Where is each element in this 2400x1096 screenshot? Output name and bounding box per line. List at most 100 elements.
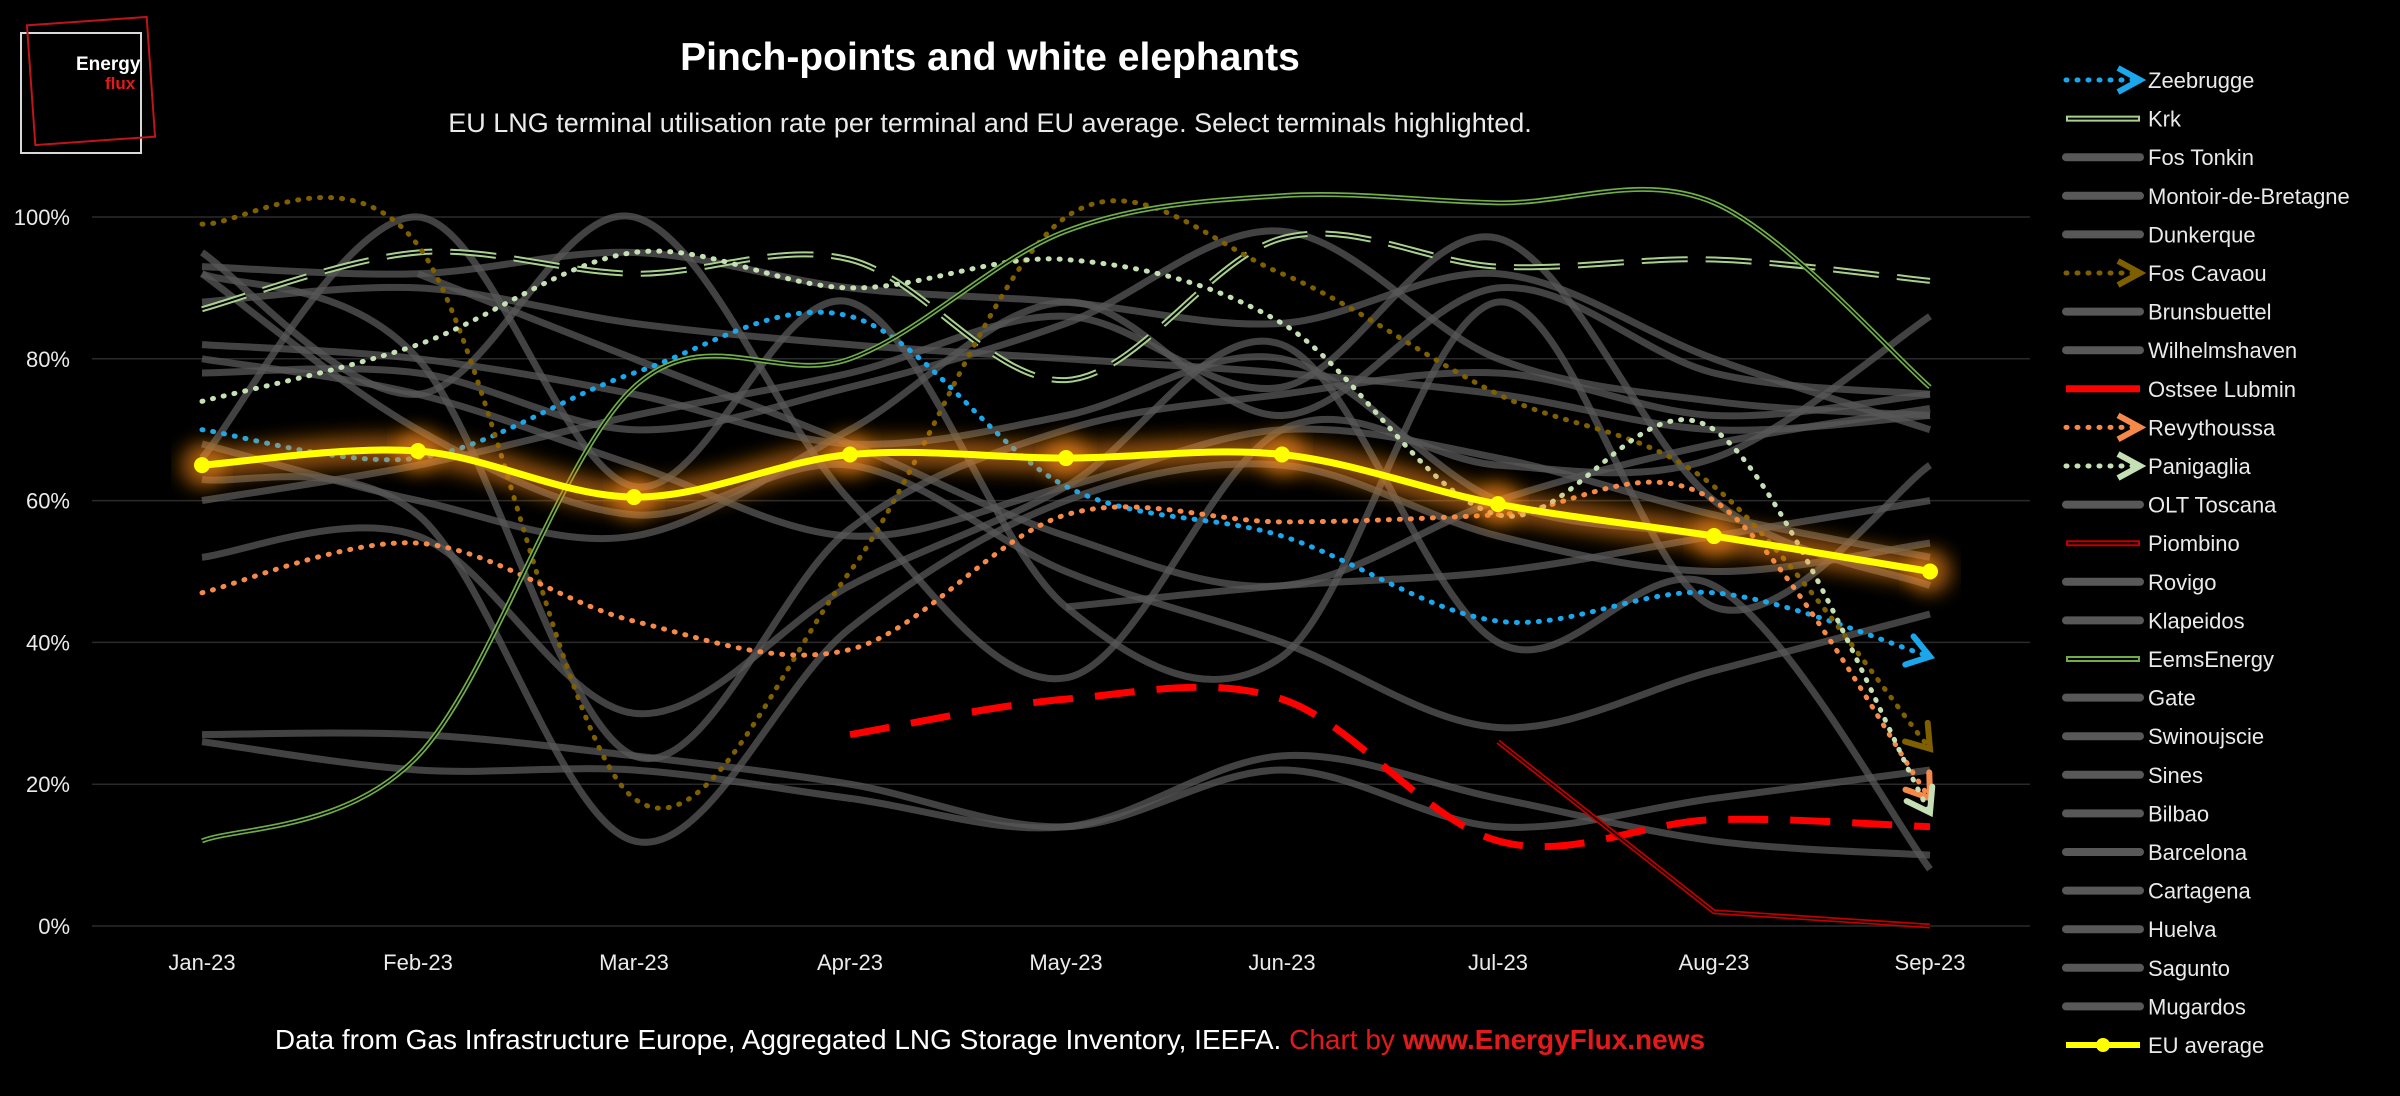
series-eu-average-point xyxy=(410,442,426,459)
y-tick-label: 100% xyxy=(14,205,70,230)
legend-rovigo-label: Rovigo xyxy=(2148,570,2216,595)
series-wilhelmshaven-line xyxy=(416,270,1931,590)
legend-fos-cavaou-label: Fos Cavaou xyxy=(2148,261,2267,286)
legend-barcelona: Barcelona xyxy=(2062,840,2248,865)
footer-source: Data from Gas Infrastructure Europe, Agg… xyxy=(274,1024,1282,1055)
legend-brunsbuettel-label: Brunsbuettel xyxy=(2148,300,2272,325)
legend-panigaglia-arrow-icon xyxy=(2116,451,2147,481)
legend-swinoujscie-label: Swinoujscie xyxy=(2148,724,2264,749)
legend-zeebrugge: Zeebrugge xyxy=(2063,65,2254,95)
series-eu-average-point xyxy=(842,446,858,463)
series-eu-average-point xyxy=(626,489,642,506)
legend-sines-label: Sines xyxy=(2148,763,2203,788)
x-tick-label: Jan-23 xyxy=(168,950,235,975)
legend-revythoussa-arrow-icon xyxy=(2116,412,2147,443)
series-klapeidos-line xyxy=(201,729,1931,831)
legend-huelva-label: Huelva xyxy=(2148,917,2217,942)
legend-barcelona-label: Barcelona xyxy=(2148,840,2248,865)
legend-bilbao: Bilbao xyxy=(2062,801,2209,826)
legend-zeebrugge-label: Zeebrugge xyxy=(2148,68,2254,93)
legend-revythoussa: Revythoussa xyxy=(2063,412,2276,443)
x-tick-label: Sep-23 xyxy=(1895,950,1966,975)
legend-wilhelmshaven-label: Wilhelmshaven xyxy=(2148,338,2297,363)
legend-piombino: Piombino xyxy=(2066,531,2240,556)
legend-wilhelmshaven: Wilhelmshaven xyxy=(2062,338,2297,363)
legend-montoir-de-bretagne: Montoir-de-Bretagne xyxy=(2062,184,2350,209)
series-krk-line-inner xyxy=(201,232,1931,382)
legend-fos-tonkin: Fos Tonkin xyxy=(2062,145,2254,170)
series-cartagena-line xyxy=(201,738,1931,859)
x-axis-ticks: Jan-23 Feb-23 Mar-23 Apr-23 May-23 Jun-23 Jul-… xyxy=(168,950,1965,975)
legend-panigaglia-label: Panigaglia xyxy=(2148,454,2252,479)
eu-average-group xyxy=(180,428,1952,594)
series-mugardos-line xyxy=(201,233,1932,589)
series-zeebrugge-line xyxy=(199,309,1933,660)
footer-credit-url: www.EnergyFlux.news xyxy=(1402,1024,1706,1055)
x-tick-label: Aug-23 xyxy=(1679,950,1750,975)
legend-piombino-label: Piombino xyxy=(2148,531,2240,556)
legend-eu-average-label: EU average xyxy=(2148,1033,2264,1058)
legend-eu-average: EU average xyxy=(2066,1033,2264,1058)
series-eu-average-point xyxy=(1490,496,1506,513)
legend-krk-label: Krk xyxy=(2148,107,2182,132)
legend-sagunto: Sagunto xyxy=(2062,956,2230,981)
legend-gate-label: Gate xyxy=(2148,686,2196,711)
series-panigaglia-arrow-head xyxy=(1903,783,1936,818)
chart-subtitle: EU LNG terminal utilisation rate per ter… xyxy=(448,108,1532,138)
legend-sagunto-label: Sagunto xyxy=(2148,956,2230,981)
series-ostsee-lubmin-line xyxy=(849,683,1931,851)
legend-revythoussa-label: Revythoussa xyxy=(2148,415,2276,440)
energyflux-logo: Energy flux xyxy=(16,15,157,154)
series-eu-average-point xyxy=(194,457,210,474)
series-eu-average-point xyxy=(1058,450,1074,467)
series-dunkerque-line xyxy=(201,227,1931,434)
series-eu-average-point xyxy=(1274,446,1290,463)
x-tick-label: Jul-23 xyxy=(1468,950,1528,975)
legend-krk: Krk xyxy=(2066,107,2182,132)
y-tick-label: 60% xyxy=(26,489,70,514)
legend-swinoujscie: Swinoujscie xyxy=(2062,724,2264,749)
legend-montoir-de-bretagne-label: Montoir-de-Bretagne xyxy=(2148,184,2350,209)
legend-cartagena: Cartagena xyxy=(2062,879,2252,904)
y-tick-label: 0% xyxy=(38,914,70,939)
highlighted-series-group xyxy=(199,186,1936,929)
series-revythoussa-line xyxy=(199,479,1933,801)
legend-cartagena-label: Cartagena xyxy=(2148,879,2252,904)
legend-mugardos-label: Mugardos xyxy=(2148,994,2246,1019)
series-piombino-line-inner xyxy=(1497,741,1931,927)
legend-zeebrugge-arrow-icon xyxy=(2116,65,2147,95)
series-eu-average-point xyxy=(1922,563,1938,580)
logo-frame-white xyxy=(20,32,142,154)
legend-olt-toscana: OLT Toscana xyxy=(2062,493,2277,518)
legend-rovigo: Rovigo xyxy=(2062,570,2216,595)
legend-huelva: Huelva xyxy=(2062,917,2217,942)
x-tick-label: May-23 xyxy=(1029,950,1102,975)
legend-ostsee-lubmin: Ostsee Lubmin xyxy=(2066,377,2296,402)
legend-eu-average-marker xyxy=(2096,1038,2110,1052)
legend-fos-cavaou-arrow-icon xyxy=(2116,258,2147,288)
legend-bilbao-label: Bilbao xyxy=(2148,801,2209,826)
x-tick-label: Feb-23 xyxy=(383,950,453,975)
y-tick-label: 20% xyxy=(26,772,70,797)
chart-footer: Data from Gas Infrastructure Europe, Agg… xyxy=(0,1024,1980,1056)
legend-olt-toscana-label: OLT Toscana xyxy=(2148,493,2277,518)
legend-klapeidos-label: Klapeidos xyxy=(2148,608,2245,633)
x-tick-label: Apr-23 xyxy=(817,950,883,975)
legend-fos-tonkin-label: Fos Tonkin xyxy=(2148,145,2254,170)
legend-eemsenergy-label: EemsEnergy xyxy=(2148,647,2274,672)
series-eu-average-point xyxy=(1706,528,1722,545)
legend-brunsbuettel: Brunsbuettel xyxy=(2062,300,2272,325)
legend: Zeebrugge Krk Fos Tonkin Montoir-de-Bretagn… xyxy=(2062,65,2350,1058)
logo-text-flux: flux xyxy=(105,74,136,93)
legend-fos-cavaou: Fos Cavaou xyxy=(2063,258,2267,288)
legend-gate: Gate xyxy=(2062,686,2196,711)
series-zeebrugge-arrow-head xyxy=(1902,633,1936,668)
footer-credit: Chart by xyxy=(1289,1024,1395,1055)
legend-eemsenergy: EemsEnergy xyxy=(2066,647,2274,672)
series-eemsenergy-line-inner xyxy=(201,188,1931,842)
legend-panigaglia: Panigaglia xyxy=(2063,451,2252,481)
x-tick-label: Jun-23 xyxy=(1248,950,1315,975)
series-fos-cavaou-arrow-head xyxy=(1902,719,1934,753)
chart-title: Pinch-points and white elephants xyxy=(680,36,1300,79)
